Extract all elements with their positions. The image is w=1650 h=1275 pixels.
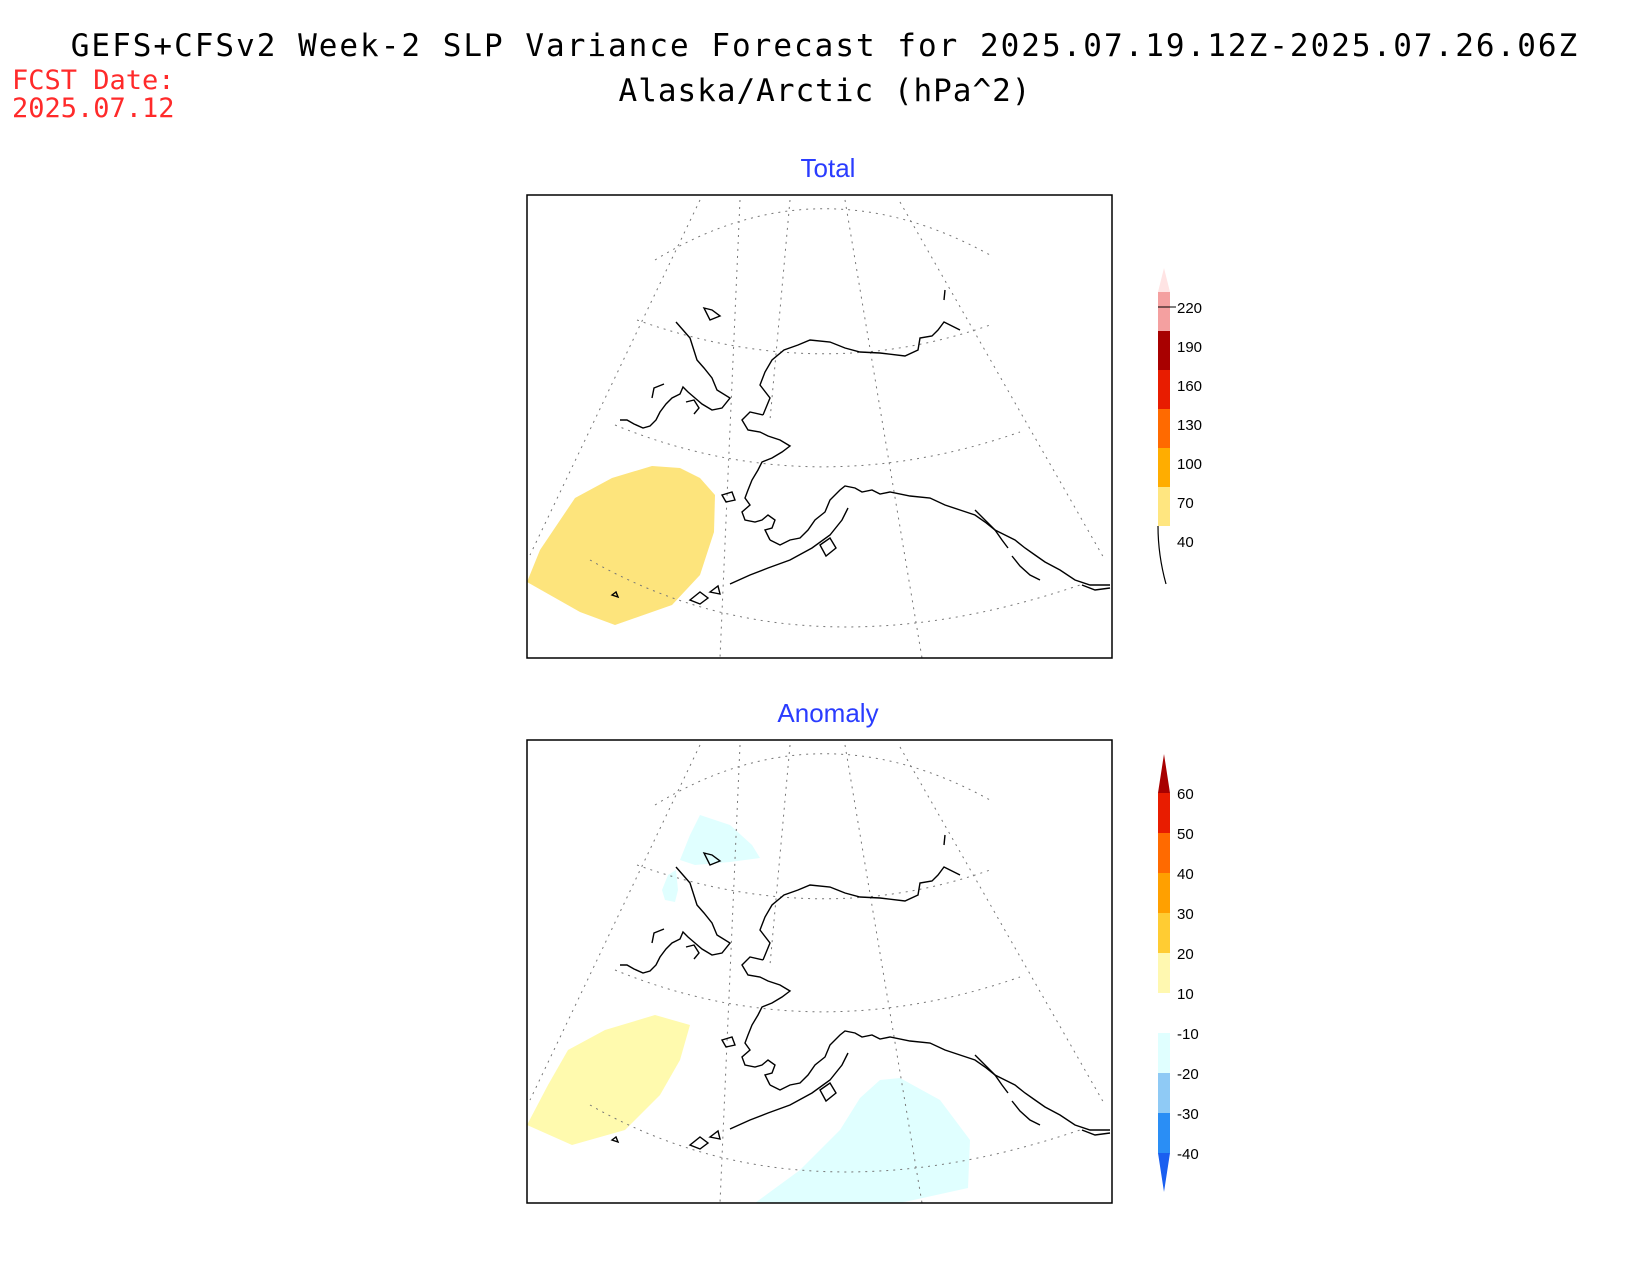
cbar-total-label: 190 <box>1177 339 1202 356</box>
panel-anomaly-map <box>527 740 1112 1203</box>
cbar-anomaly-top-triangle <box>1158 754 1170 793</box>
panel-anomaly-title: Anomaly <box>777 698 878 728</box>
cbar-total-label: 160 <box>1177 378 1202 395</box>
cbar-total-label: 100 <box>1177 456 1202 473</box>
forecast-date: FCST Date: 2025.07.12 <box>12 67 175 123</box>
cbar-anomaly-label: 20 <box>1177 946 1194 963</box>
anomaly-negative-region-gulf <box>755 1078 970 1203</box>
cbar-anomaly-label: 40 <box>1177 866 1194 883</box>
forecast-date-value: 2025.07.12 <box>12 93 175 124</box>
cbar-anomaly-label: 50 <box>1177 826 1194 843</box>
cbar-total-label: 220 <box>1177 300 1202 317</box>
cbar-anomaly-label: 30 <box>1177 906 1194 923</box>
anomaly-negative-region-arctic <box>680 815 760 865</box>
panel-total-frame <box>526 194 1113 659</box>
figure-subtitle: Alaska/Arctic (hPa^2) <box>618 73 1032 109</box>
panel-total-title: Total <box>801 153 856 183</box>
colorbar-total: 220 190 160 130 100 70 40 <box>1157 268 1202 585</box>
total-shaded-region <box>527 466 715 625</box>
cbar-anomaly-bottom-triangle <box>1158 1153 1170 1192</box>
cbar-total-top-triangle <box>1158 268 1170 292</box>
cbar-anomaly-label: -40 <box>1177 1146 1199 1163</box>
anomaly-negative-region-chukotka <box>662 870 678 902</box>
cbar-total-label: 40 <box>1177 534 1194 551</box>
cbar-anomaly-label: 60 <box>1177 786 1194 803</box>
panel-total-map <box>527 195 1112 658</box>
cbar-anomaly-label: -20 <box>1177 1066 1199 1083</box>
anomaly-positive-region <box>527 1015 690 1145</box>
colorbar-anomaly: 60 50 40 30 20 10 -10 -20 -30 -40 <box>1158 754 1199 1192</box>
figure-title: GEFS+CFSv2 Week-2 SLP Variance Forecast … <box>70 28 1580 64</box>
panel-anomaly-frame <box>526 739 1113 1204</box>
cbar-anomaly-label: -10 <box>1177 1026 1199 1043</box>
cbar-total-label: 70 <box>1177 495 1194 512</box>
cbar-anomaly-label: -30 <box>1177 1106 1199 1123</box>
cbar-total-label: 130 <box>1177 417 1202 434</box>
cbar-anomaly-label: 10 <box>1177 986 1194 1003</box>
forecast-date-label: FCST Date: <box>12 65 175 96</box>
